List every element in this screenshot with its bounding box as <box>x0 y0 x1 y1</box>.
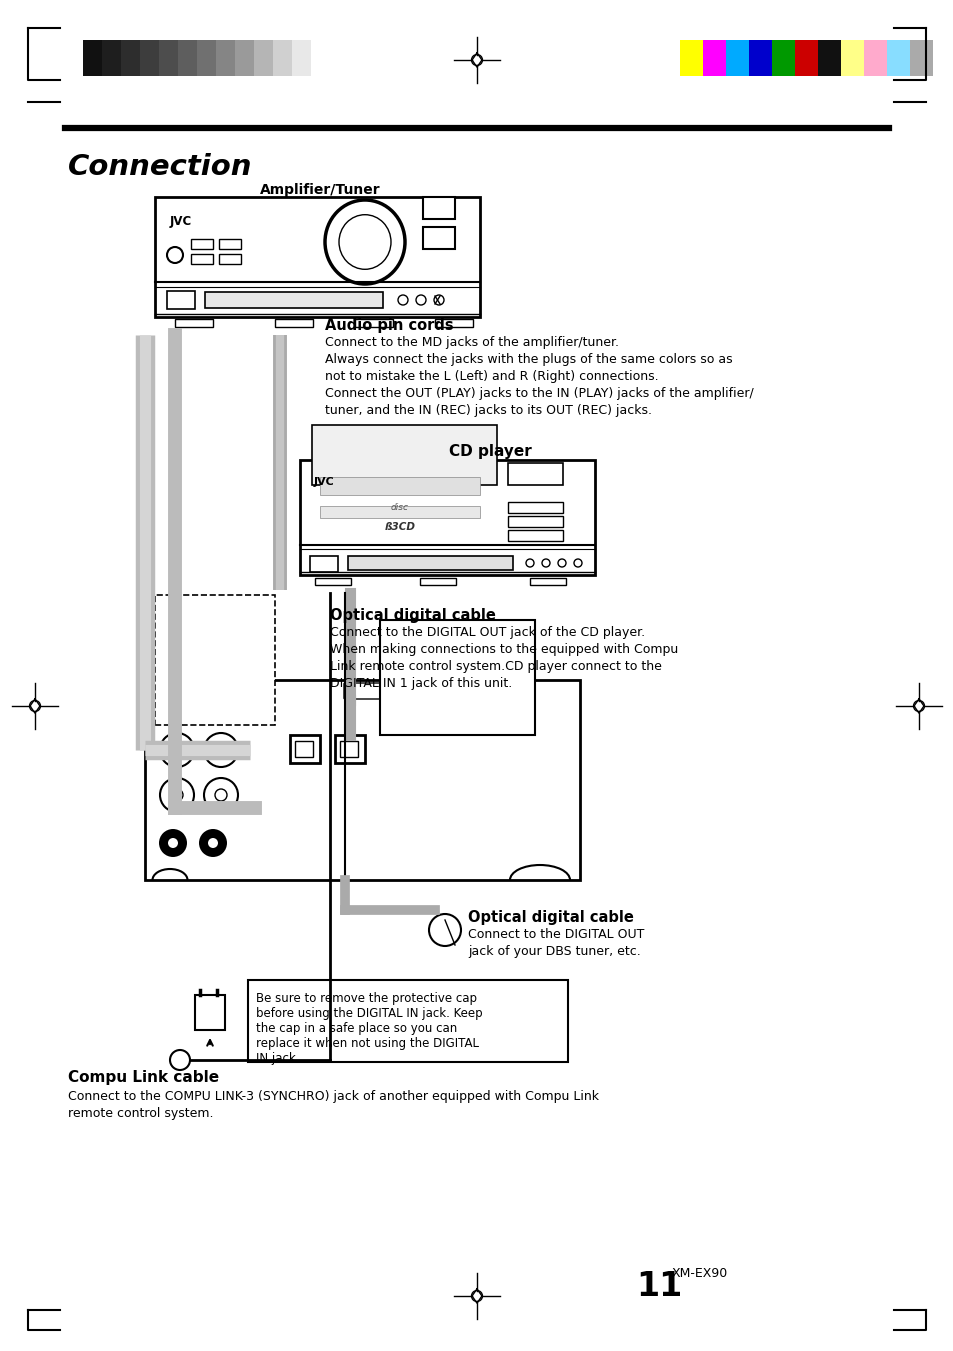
Bar <box>219 239 241 249</box>
Text: Connect to the DIGITAL OUT: Connect to the DIGITAL OUT <box>468 928 643 942</box>
Text: DIGITAL IN 1 jack of this unit.: DIGITAL IN 1 jack of this unit. <box>330 677 512 690</box>
Bar <box>702 41 725 76</box>
Text: remote control system.: remote control system. <box>68 1106 213 1120</box>
Bar <box>422 197 455 219</box>
Text: Connect to the COMPU LINK-3 (SYNCHRO) jack of another equipped with Compu Link: Connect to the COMPU LINK-3 (SYNCHRO) ja… <box>68 1090 598 1102</box>
Bar <box>312 426 497 485</box>
Circle shape <box>159 830 187 857</box>
Text: Audio pin cords: Audio pin cords <box>325 317 453 332</box>
Text: When making connections to the equipped with Compu: When making connections to the equipped … <box>330 643 678 657</box>
Bar <box>507 530 562 540</box>
Circle shape <box>199 830 227 857</box>
Bar <box>794 41 817 76</box>
Circle shape <box>168 838 178 848</box>
Bar <box>294 740 313 757</box>
Bar <box>273 41 292 76</box>
Bar <box>817 41 841 76</box>
Text: not to mistake the L (Left) and R (Right) connections.: not to mistake the L (Left) and R (Right… <box>325 370 658 382</box>
Bar <box>159 41 178 76</box>
Bar <box>174 319 213 327</box>
Bar <box>194 994 225 1029</box>
Bar <box>348 557 513 570</box>
Bar <box>140 41 159 76</box>
Text: Optical digital cable: Optical digital cable <box>330 608 496 623</box>
Bar <box>248 979 567 1062</box>
Bar <box>863 41 886 76</box>
Text: Be sure to remove the protective cap: Be sure to remove the protective cap <box>255 992 476 1005</box>
Bar <box>292 41 311 76</box>
Text: jack of your DBS tuner, etc.: jack of your DBS tuner, etc. <box>468 944 640 958</box>
Text: Connect to the DIGITAL OUT jack of the CD player.: Connect to the DIGITAL OUT jack of the C… <box>330 626 644 639</box>
Text: Always connect the jacks with the plugs of the same colors so as: Always connect the jacks with the plugs … <box>325 353 732 366</box>
Text: tuner, and the IN (REC) jacks to its OUT (REC) jacks.: tuner, and the IN (REC) jacks to its OUT… <box>325 404 651 417</box>
Bar <box>319 507 479 517</box>
Text: IN jack.: IN jack. <box>255 1052 299 1065</box>
Bar <box>191 239 213 249</box>
Text: Amplifier/Tuner: Amplifier/Tuner <box>259 182 380 197</box>
FancyBboxPatch shape <box>463 684 516 698</box>
Bar <box>154 197 479 317</box>
Bar <box>154 594 274 725</box>
Bar <box>196 41 215 76</box>
Bar <box>314 578 351 585</box>
Bar <box>335 735 365 763</box>
Bar <box>145 680 579 880</box>
FancyBboxPatch shape <box>344 684 395 698</box>
FancyBboxPatch shape <box>213 684 266 698</box>
Bar <box>909 41 932 76</box>
Bar <box>419 578 456 585</box>
Text: Link remote control system.CD player connect to the: Link remote control system.CD player con… <box>330 661 661 673</box>
Bar <box>178 41 196 76</box>
Text: the cap in a safe place so you can: the cap in a safe place so you can <box>255 1021 456 1035</box>
Circle shape <box>208 838 218 848</box>
Text: 11: 11 <box>636 1270 681 1302</box>
Text: disc: disc <box>391 503 409 512</box>
Bar <box>507 516 562 527</box>
Text: JVC: JVC <box>314 477 335 486</box>
Bar <box>102 41 121 76</box>
Bar <box>841 41 863 76</box>
Text: before using the DIGITAL IN jack. Keep: before using the DIGITAL IN jack. Keep <box>255 1006 482 1020</box>
Bar <box>507 463 562 485</box>
Bar <box>748 41 771 76</box>
Bar <box>234 41 253 76</box>
Bar <box>530 578 565 585</box>
Text: ß3CD: ß3CD <box>384 521 416 532</box>
Bar <box>319 477 479 494</box>
Bar <box>274 319 313 327</box>
Bar <box>205 292 382 308</box>
Text: XM-EX90: XM-EX90 <box>671 1267 727 1279</box>
Bar <box>725 41 748 76</box>
Bar <box>679 41 702 76</box>
Text: Optical digital cable: Optical digital cable <box>468 911 633 925</box>
Bar <box>886 41 909 76</box>
Bar <box>379 620 535 735</box>
Bar <box>167 290 194 309</box>
Bar <box>191 254 213 263</box>
Bar <box>507 503 562 513</box>
Bar <box>253 41 273 76</box>
Bar <box>219 254 241 263</box>
Bar <box>215 41 234 76</box>
Text: replace it when not using the DIGITAL: replace it when not using the DIGITAL <box>255 1038 478 1050</box>
Text: Connection: Connection <box>68 153 253 181</box>
Text: Compu Link cable: Compu Link cable <box>68 1070 219 1085</box>
Bar <box>310 557 337 571</box>
Bar <box>290 735 319 763</box>
Bar <box>435 319 473 327</box>
Bar <box>771 41 794 76</box>
Bar <box>422 227 455 249</box>
Text: JVC: JVC <box>170 215 193 228</box>
Bar <box>299 459 595 576</box>
Bar <box>355 319 393 327</box>
Text: Connect the OUT (PLAY) jacks to the IN (PLAY) jacks of the amplifier/: Connect the OUT (PLAY) jacks to the IN (… <box>325 386 753 400</box>
Text: CD player: CD player <box>448 444 531 459</box>
Text: Connect to the MD jacks of the amplifier/tuner.: Connect to the MD jacks of the amplifier… <box>325 336 618 349</box>
Bar <box>339 740 357 757</box>
Bar <box>121 41 140 76</box>
Bar <box>83 41 102 76</box>
